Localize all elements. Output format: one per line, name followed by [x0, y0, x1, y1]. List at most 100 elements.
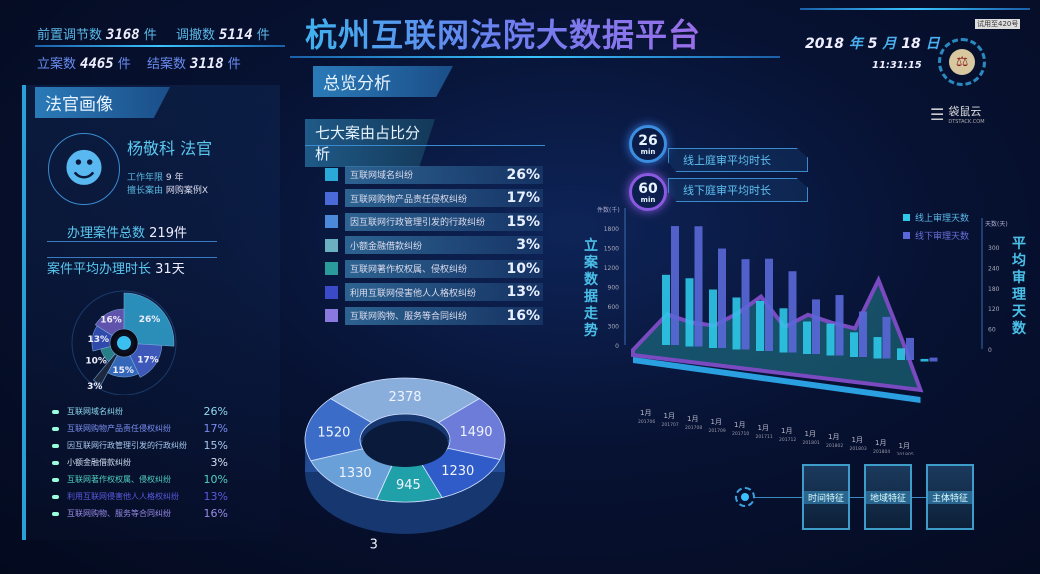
- bar-online: [826, 323, 835, 356]
- logo-sub: DTSTACK.COM: [948, 119, 985, 125]
- legend-label: 互联网著作权权属、侵权纠纷: [67, 475, 171, 484]
- case-row: 互联网购物产品责任侵权纠纷 17%: [325, 188, 543, 209]
- x-tick-period: 201805: [897, 452, 914, 455]
- legend-label: 小额金融借款纠纷: [67, 458, 131, 467]
- left-tick: 0: [615, 343, 619, 350]
- left-tick: 1800: [604, 226, 619, 233]
- cases-divider: [305, 145, 545, 146]
- rose-label: 3%: [87, 382, 102, 392]
- brand-logo: ☰ 袋鼠云 DTSTACK.COM: [930, 103, 985, 126]
- right-tick: 300: [988, 245, 1000, 252]
- x-tick-period: 201801: [803, 440, 820, 446]
- case-row: 小额金融借款纠纷 3%: [325, 235, 543, 256]
- legend-row: 因互联网行政管理引发的行政纠纷 15%: [52, 437, 228, 454]
- left-axis-unit: 件数(千): [597, 207, 620, 214]
- legend-dot: [52, 494, 59, 499]
- legend-online: 线上审理天数: [903, 211, 969, 224]
- case-trend-chart: 0 300 600 900 1200 1500 1800 0 60 120 180 240 300 1月 2…: [604, 208, 1000, 455]
- legend-row: 互联网著作权权属、侵权纠纷 10%: [52, 471, 228, 488]
- right-tick: 120: [988, 306, 1000, 313]
- legend-dot: [52, 443, 59, 448]
- x-tick-period: 201711: [756, 434, 773, 440]
- case-swatch: [325, 191, 338, 205]
- logo-name: 袋鼠云: [948, 105, 982, 118]
- legend-pct: 15%: [203, 439, 228, 452]
- legend-dot: [52, 511, 59, 516]
- case-pct: 16%: [506, 307, 540, 324]
- case-label: 互联网域名纠纷: [350, 171, 414, 181]
- donut-hole: [362, 421, 448, 467]
- right-tick: 180: [988, 286, 1000, 293]
- donut-label: 1490: [459, 425, 492, 440]
- feature-nav-icon[interactable]: [735, 487, 755, 507]
- donut-label: 945: [396, 478, 421, 493]
- case-label: 利用互联网侵害他人人格权纠纷: [350, 288, 477, 299]
- rose-label: 17%: [137, 355, 159, 365]
- legend-row: 互联网域名纠纷 26%: [52, 403, 228, 420]
- header-line: [35, 45, 285, 47]
- legend-offline: 线下审理天数: [903, 229, 969, 242]
- cases-3d-donut: 2378 1490 1230 945 3 1330 1520: [304, 377, 506, 550]
- legend-row: 小额金融借款纠纷 3%: [52, 454, 228, 471]
- legend-pct: 26%: [203, 405, 228, 418]
- bar-offline: [906, 337, 914, 360]
- feature-region-button[interactable]: 地域特征: [864, 464, 912, 530]
- case-swatch: [325, 215, 338, 228]
- bar-offline: [671, 226, 679, 345]
- total-cases: 办理案件总数 219件: [47, 222, 217, 242]
- bar-offline: [882, 316, 891, 359]
- bar-offline: [788, 271, 797, 353]
- feature-subject-button[interactable]: 主体特征: [926, 464, 974, 530]
- case-pct: 10%: [506, 260, 540, 277]
- legend-dot: [52, 460, 59, 465]
- case-label: 因互联网行政管理引发的行政纠纷: [350, 218, 486, 228]
- case-label: 小额金融借款纠纷: [350, 241, 423, 252]
- case-rose-chart: 26% 17%15% 3% 10% 13% 16%: [71, 290, 177, 395]
- feature-time-button[interactable]: 时间特征: [802, 464, 850, 530]
- rose-center: [117, 336, 131, 350]
- bar-online: [756, 300, 764, 351]
- cases-list: 互联网域名纠纷 26% 互联网购物产品责任侵权纠纷 17% 因互联网行政管理引发的行政纠…: [325, 164, 543, 329]
- x-tick-month: 1月: [640, 409, 651, 417]
- x-tick-month: 1月: [805, 430, 816, 438]
- judge-years: 工作年限 9 年: [127, 173, 184, 183]
- stat-withdrawn: 调撤数 5114 件: [176, 27, 270, 43]
- x-tick-period: 201706: [638, 419, 655, 425]
- case-row: 因互联网行政管理引发的行政纠纷 15%: [325, 211, 543, 232]
- legend-row: 互联网购物、服务等合同纠纷 16%: [52, 505, 228, 522]
- header-right-line: [800, 8, 1030, 10]
- donut-segment: [437, 398, 506, 461]
- legend-pct: 3%: [210, 456, 228, 469]
- bar-offline: [929, 357, 938, 362]
- bar-online: [709, 289, 717, 348]
- legend-label: 互联网购物、服务等合同纠纷: [67, 509, 171, 518]
- case-swatch: [325, 285, 338, 299]
- donut-label: 1330: [339, 466, 372, 481]
- donut-label: 1520: [317, 426, 350, 441]
- x-tick-period: 201707: [662, 422, 679, 428]
- case-label: 互联网著作权权属、侵权纠纷: [350, 265, 468, 275]
- case-pct: 3%: [516, 237, 540, 253]
- x-tick-period: 201712: [779, 437, 796, 443]
- legend-pct: 10%: [203, 473, 228, 486]
- left-axis-title: 立案数据走势: [584, 238, 598, 339]
- bar-online: [732, 297, 741, 350]
- x-tick-month: 1月: [875, 439, 886, 447]
- donut-label: 3: [370, 538, 378, 550]
- case-swatch: [325, 168, 338, 181]
- case-row: 互联网著作权权属、侵权纠纷 10%: [325, 258, 543, 279]
- legend-pct: 16%: [203, 507, 228, 520]
- x-tick-month: 1月: [711, 418, 722, 426]
- donut-label: 2378: [388, 390, 421, 405]
- case-row: 互联网域名纠纷 26%: [325, 164, 543, 185]
- case-swatch: [325, 309, 338, 322]
- bar-online: [920, 358, 929, 362]
- scales-icon: ⚖: [949, 49, 975, 75]
- tab-overview[interactable]: 总览分析: [313, 66, 453, 97]
- bar-online: [873, 337, 882, 359]
- judge-avatar: ☻: [48, 133, 120, 205]
- x-tick-month: 1月: [664, 412, 675, 420]
- logo-icon: ☰: [930, 104, 945, 124]
- right-axis-title: 平均审理天数: [1012, 236, 1026, 337]
- title-underline: [290, 56, 780, 58]
